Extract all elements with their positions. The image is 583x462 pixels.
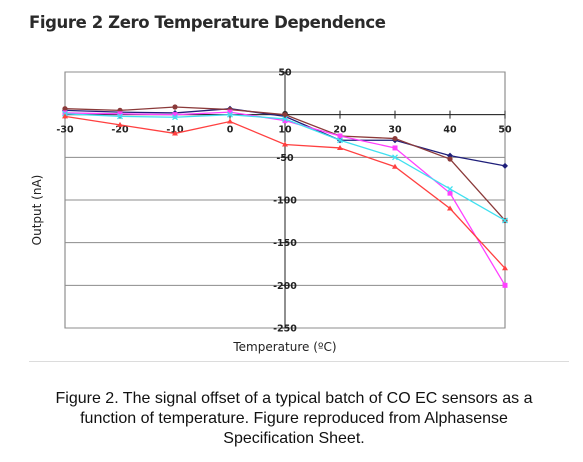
data-point xyxy=(447,205,453,211)
y-tick-label: 50 xyxy=(278,68,292,79)
data-point xyxy=(392,135,398,142)
x-tick-label: 40 xyxy=(443,125,457,136)
separator-line xyxy=(29,361,569,362)
data-point xyxy=(172,104,178,110)
data-point xyxy=(282,115,288,122)
data-point xyxy=(392,154,398,161)
figure-title: Figure 2 Zero Temperature Dependence xyxy=(29,13,386,32)
data-point xyxy=(227,118,233,124)
y-tick-label: -200 xyxy=(273,281,297,292)
data-point xyxy=(337,144,343,150)
x-tick-label: 10 xyxy=(278,125,292,136)
data-point xyxy=(392,163,398,169)
x-tick-label: -30 xyxy=(56,125,74,136)
data-point xyxy=(447,190,453,196)
data-point xyxy=(62,113,68,119)
y-tick-label: -150 xyxy=(273,238,297,249)
data-point xyxy=(282,141,288,147)
data-point xyxy=(447,185,453,192)
data-point xyxy=(172,130,178,136)
data-point xyxy=(227,109,233,115)
data-point xyxy=(337,137,343,144)
data-point xyxy=(447,156,453,162)
data-point xyxy=(117,121,123,127)
data-point xyxy=(227,111,233,118)
data-point xyxy=(117,111,123,117)
data-point xyxy=(282,112,288,118)
caption-line: Specification Sheet. xyxy=(223,430,365,447)
data-point xyxy=(502,282,508,288)
x-tick-label: 0 xyxy=(227,125,234,136)
y-axis-title: Output (nA) xyxy=(30,175,44,246)
data-point xyxy=(172,114,178,121)
caption-line: Figure 2. The signal offset of a typical… xyxy=(55,390,533,407)
data-point xyxy=(502,265,508,271)
x-axis-title: Temperature (ºC) xyxy=(232,340,336,354)
y-tick-label: -50 xyxy=(276,153,294,164)
data-point xyxy=(392,145,398,151)
x-tick-label: 30 xyxy=(388,125,402,136)
data-series xyxy=(62,113,508,271)
x-tick-label: 50 xyxy=(498,125,512,136)
data-point xyxy=(172,112,178,118)
figure-caption: Figure 2. The signal offset of a typical… xyxy=(20,389,568,449)
y-tick-label: -100 xyxy=(273,196,297,207)
x-tick-label: -10 xyxy=(166,125,184,136)
data-point xyxy=(117,113,123,120)
x-tick-label: -20 xyxy=(111,125,129,136)
y-tick-label: -250 xyxy=(273,324,297,335)
data-point xyxy=(62,106,68,112)
data-point xyxy=(337,133,343,139)
caption-line: function of temperature. Figure reproduc… xyxy=(80,410,508,427)
x-tick-label: 20 xyxy=(333,125,347,136)
data-series xyxy=(62,110,508,224)
data-point xyxy=(282,118,288,124)
data-point xyxy=(502,217,508,224)
data-point xyxy=(502,162,508,169)
series-lines xyxy=(62,104,508,288)
